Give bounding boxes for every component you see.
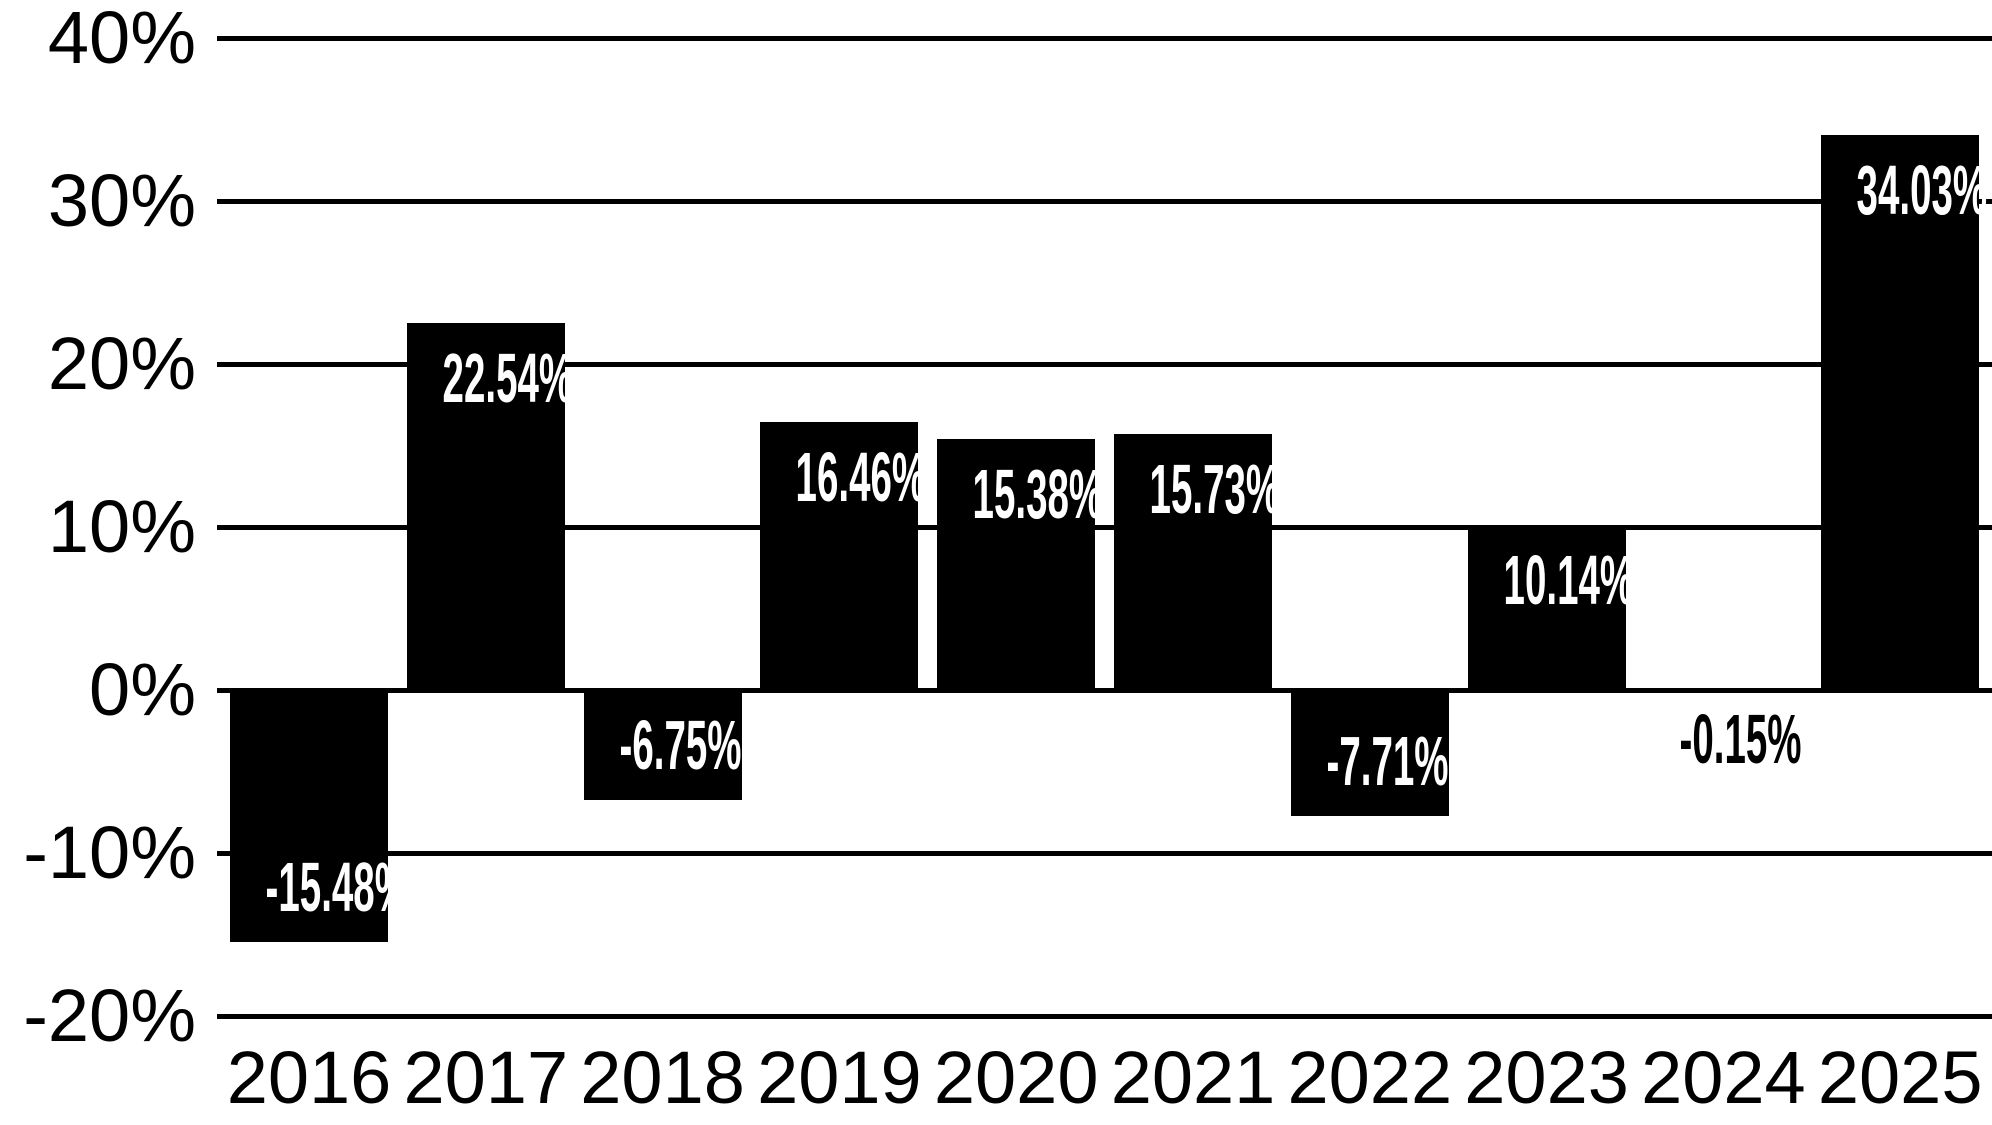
x-tick-label-2016: 2016 — [226, 1036, 392, 1119]
bar-2017 — [406, 322, 565, 690]
x-tick-label-2020: 2020 — [933, 1036, 1099, 1119]
bar-value-label-2016: -15.48% — [265, 848, 409, 927]
x-tick-label-2021: 2021 — [1110, 1036, 1276, 1119]
bar-2024 — [1644, 690, 1803, 693]
gridline-0% — [217, 687, 1992, 693]
gridline-40% — [217, 35, 1992, 41]
x-tick-label-2023: 2023 — [1464, 1036, 1629, 1119]
y-tick-label--10%: -10% — [23, 811, 196, 894]
bar-value-label-2025: 34.03% — [1856, 151, 1988, 230]
y-tick-label-40%: 40% — [47, 0, 196, 79]
gridline-20% — [217, 361, 1992, 367]
bar-2016 — [230, 690, 388, 943]
y-tick-label-10%: 10% — [47, 485, 196, 568]
bar-2023 — [1467, 524, 1626, 690]
x-tick-label-2017: 2017 — [403, 1036, 569, 1119]
bar-2022 — [1290, 690, 1449, 816]
gridline--20% — [217, 1013, 1992, 1019]
x-tick-label-2025: 2025 — [1817, 1036, 1983, 1119]
bar-value-label-2020: 15.38% — [972, 455, 1104, 534]
y-tick-label-0%: 0% — [89, 648, 196, 731]
gridline--10% — [217, 850, 1992, 856]
bar-2025 — [1821, 135, 1980, 690]
bar-2020 — [937, 439, 1096, 690]
gridline-30% — [217, 198, 1992, 204]
bar-2018 — [583, 690, 742, 801]
x-tick-label-2018: 2018 — [580, 1036, 745, 1119]
bar-value-label-2024: -0.15% — [1679, 700, 1802, 779]
bar-value-label-2023: 10.14% — [1503, 540, 1634, 619]
gridline-10% — [217, 524, 1992, 530]
y-tick-label-30%: 30% — [47, 159, 196, 242]
x-tick-label-2024: 2024 — [1641, 1036, 1806, 1119]
bar-value-label-2022: -7.71% — [1326, 721, 1449, 800]
bar-2021 — [1114, 433, 1272, 690]
bar-value-label-2019: 16.46% — [795, 437, 927, 516]
x-tick-label-2022: 2022 — [1287, 1036, 1453, 1119]
x-tick-label-2019: 2019 — [757, 1036, 922, 1119]
y-tick-label--20%: -20% — [23, 974, 196, 1057]
bar-value-label-2017: 22.54% — [442, 338, 573, 417]
bar-2019 — [760, 421, 919, 690]
bar-value-label-2021: 15.73% — [1149, 449, 1281, 528]
y-tick-label-20%: 20% — [47, 322, 196, 405]
bar-value-label-2018: -6.75% — [619, 706, 742, 785]
